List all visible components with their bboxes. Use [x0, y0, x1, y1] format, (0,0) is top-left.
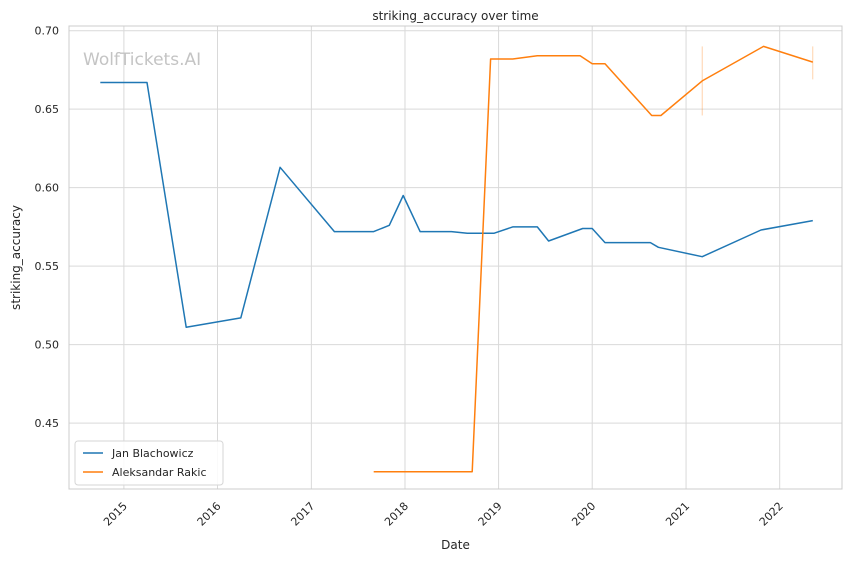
- series-layer: [100, 45, 814, 473]
- x-axis-title: Date: [441, 538, 470, 552]
- y-tick-label: 0.65: [35, 103, 60, 116]
- series-line-1: [373, 45, 814, 473]
- y-axis-ticks: 0.45 0.50 0.55 0.60 0.65 0.70: [35, 25, 60, 430]
- y-tick-label: 0.55: [35, 260, 60, 273]
- y-axis-title: striking_accuracy: [9, 205, 23, 310]
- chart-title: striking_accuracy over time: [372, 9, 538, 23]
- watermark: WolfTickets.AI: [83, 50, 201, 70]
- y-tick-label: 0.70: [35, 25, 60, 38]
- legend: Jan Blachowicz Aleksandar Rakic: [74, 440, 224, 486]
- legend-label: Jan Blachowicz: [111, 447, 194, 460]
- y-tick-label: 0.50: [35, 339, 60, 352]
- y-tick-label: 0.60: [35, 182, 60, 195]
- legend-label: Aleksandar Rakic: [112, 466, 207, 479]
- plot-frame: [68, 25, 843, 490]
- legend-box: [74, 440, 224, 486]
- series-line-0: [100, 81, 813, 329]
- grid: [69, 26, 842, 489]
- y-tick-label: 0.45: [35, 417, 60, 430]
